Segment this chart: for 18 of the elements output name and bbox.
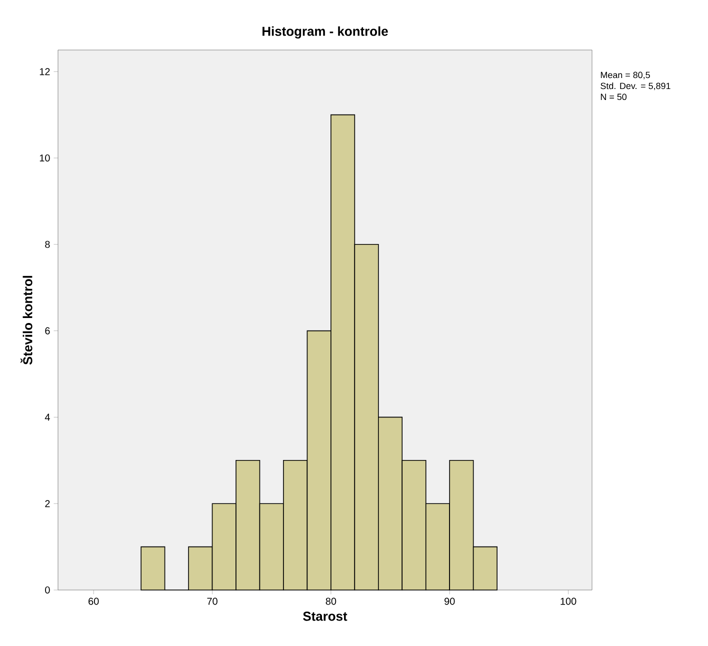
x-tick-label: 70 xyxy=(207,598,218,605)
x-tick-label: 60 xyxy=(88,598,99,605)
y-tick-label: 6 xyxy=(45,327,50,334)
x-tick-label: 90 xyxy=(444,598,455,605)
y-tick-label: 8 xyxy=(45,240,50,248)
y-tick-label: 4 xyxy=(44,414,50,421)
y-tick-label: 2 xyxy=(45,500,50,508)
text: Std. Dev. = 5,891 xyxy=(600,82,670,90)
y-tick-label: 10 xyxy=(40,154,50,162)
text: Mean = 80,5 xyxy=(600,72,650,80)
y-tick-label: 12 xyxy=(40,68,50,76)
x-tick-label: 100 xyxy=(560,598,576,605)
text: N = 50 xyxy=(600,94,627,100)
y-tick-label: 0 xyxy=(45,586,50,594)
x-tick-label: 80 xyxy=(326,598,336,605)
chart-title: Histogram - kontrole xyxy=(262,26,388,38)
x-axis-title: Starost xyxy=(303,612,348,621)
y-axis-title: Število kontrol xyxy=(20,276,32,365)
